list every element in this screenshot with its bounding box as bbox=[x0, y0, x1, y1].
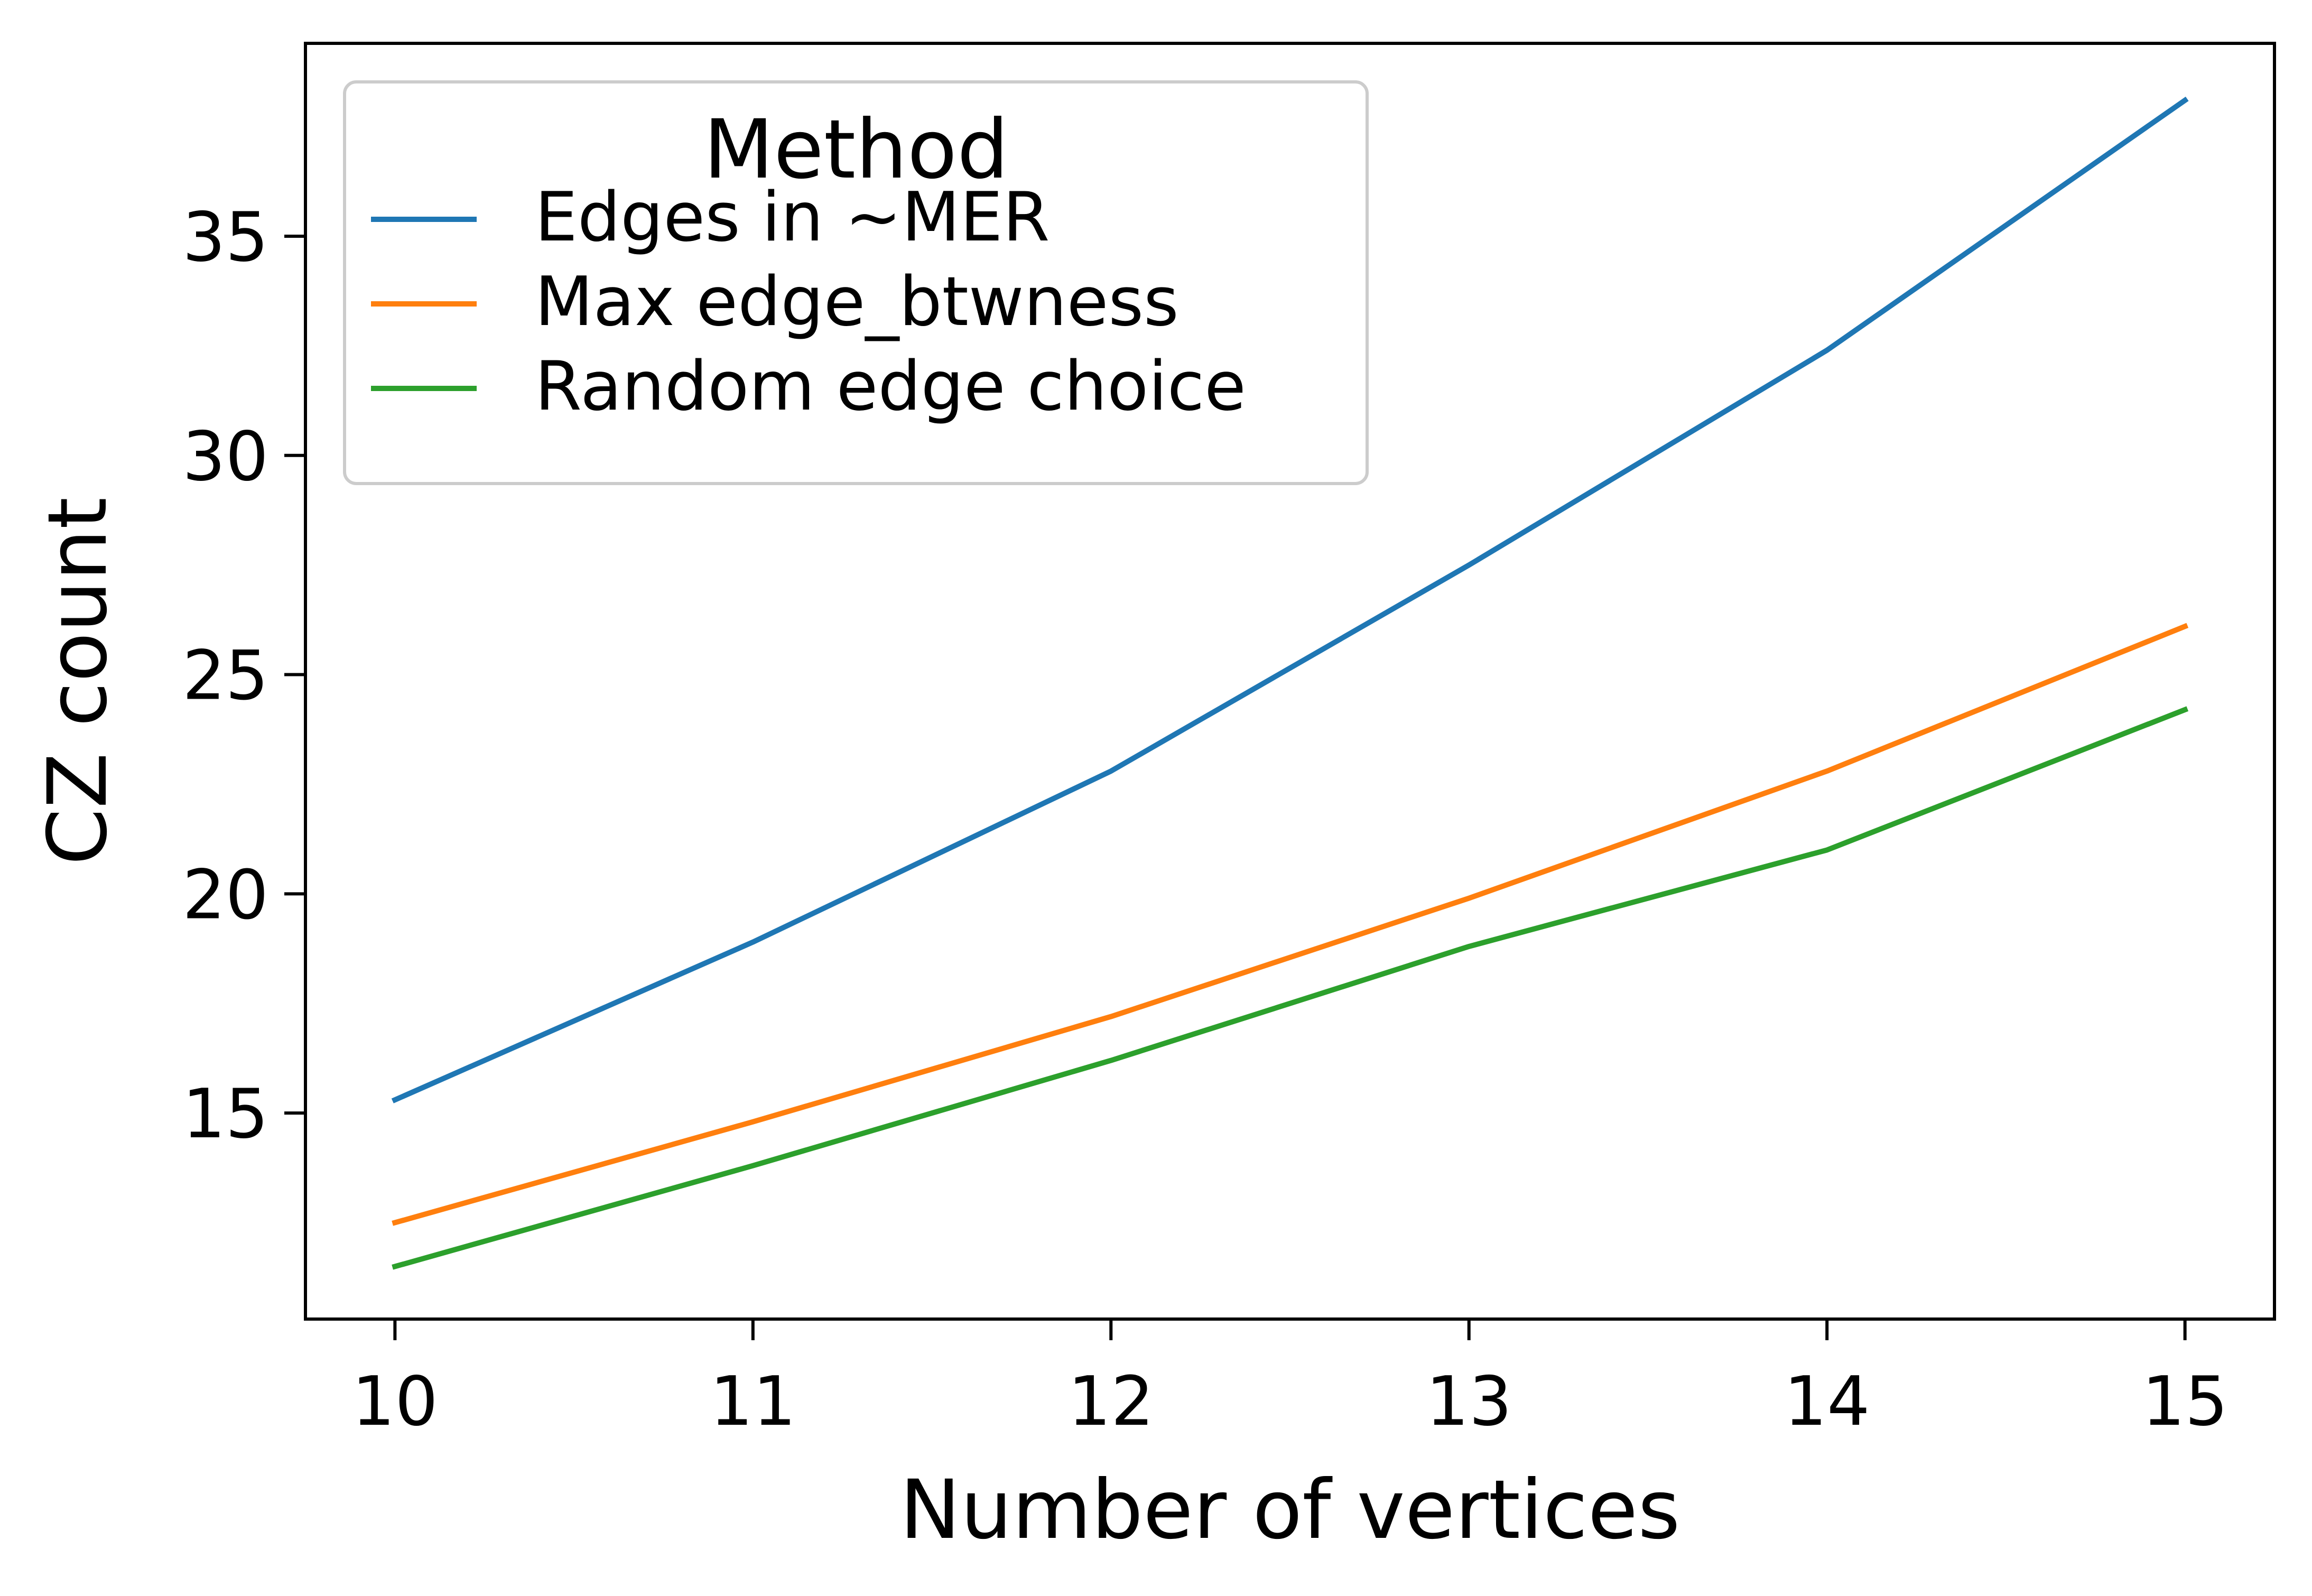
x-tick-label: 15 bbox=[2142, 1362, 2228, 1441]
y-tick-label: 25 bbox=[182, 637, 268, 716]
x-axis-label: Number of vertices bbox=[900, 1463, 1680, 1557]
series-layer bbox=[391, 96, 2189, 1270]
y-tick-label: 15 bbox=[182, 1075, 268, 1154]
legend-box bbox=[343, 80, 1369, 485]
legend-label-1: Edges in ~MER bbox=[535, 178, 1050, 257]
y-tick-label: 20 bbox=[182, 856, 268, 934]
legend-label-3: Random edge choice bbox=[535, 347, 1246, 426]
y-axis: 15 20 25 30 35 bbox=[182, 198, 305, 1154]
legend-label-2: Max edge_btwness bbox=[535, 263, 1179, 341]
x-tick-label: 14 bbox=[1784, 1362, 1870, 1441]
x-axis: 10 11 12 13 14 15 bbox=[352, 1319, 2228, 1441]
series-line-1 bbox=[391, 96, 2189, 1103]
y-tick-label: 30 bbox=[182, 417, 268, 496]
y-tick-label: 35 bbox=[182, 198, 268, 277]
plot-frame bbox=[304, 42, 2276, 1321]
x-tick-label: 11 bbox=[710, 1362, 796, 1441]
x-tick-label: 13 bbox=[1426, 1362, 1512, 1441]
x-tick-label: 12 bbox=[1068, 1362, 1154, 1441]
x-tick-label: 10 bbox=[352, 1362, 438, 1441]
series-line-2 bbox=[392, 623, 2189, 1226]
series-line-3 bbox=[392, 706, 2189, 1270]
legend-title: Method bbox=[703, 103, 1009, 197]
y-axis-label: CZ count bbox=[31, 497, 125, 865]
